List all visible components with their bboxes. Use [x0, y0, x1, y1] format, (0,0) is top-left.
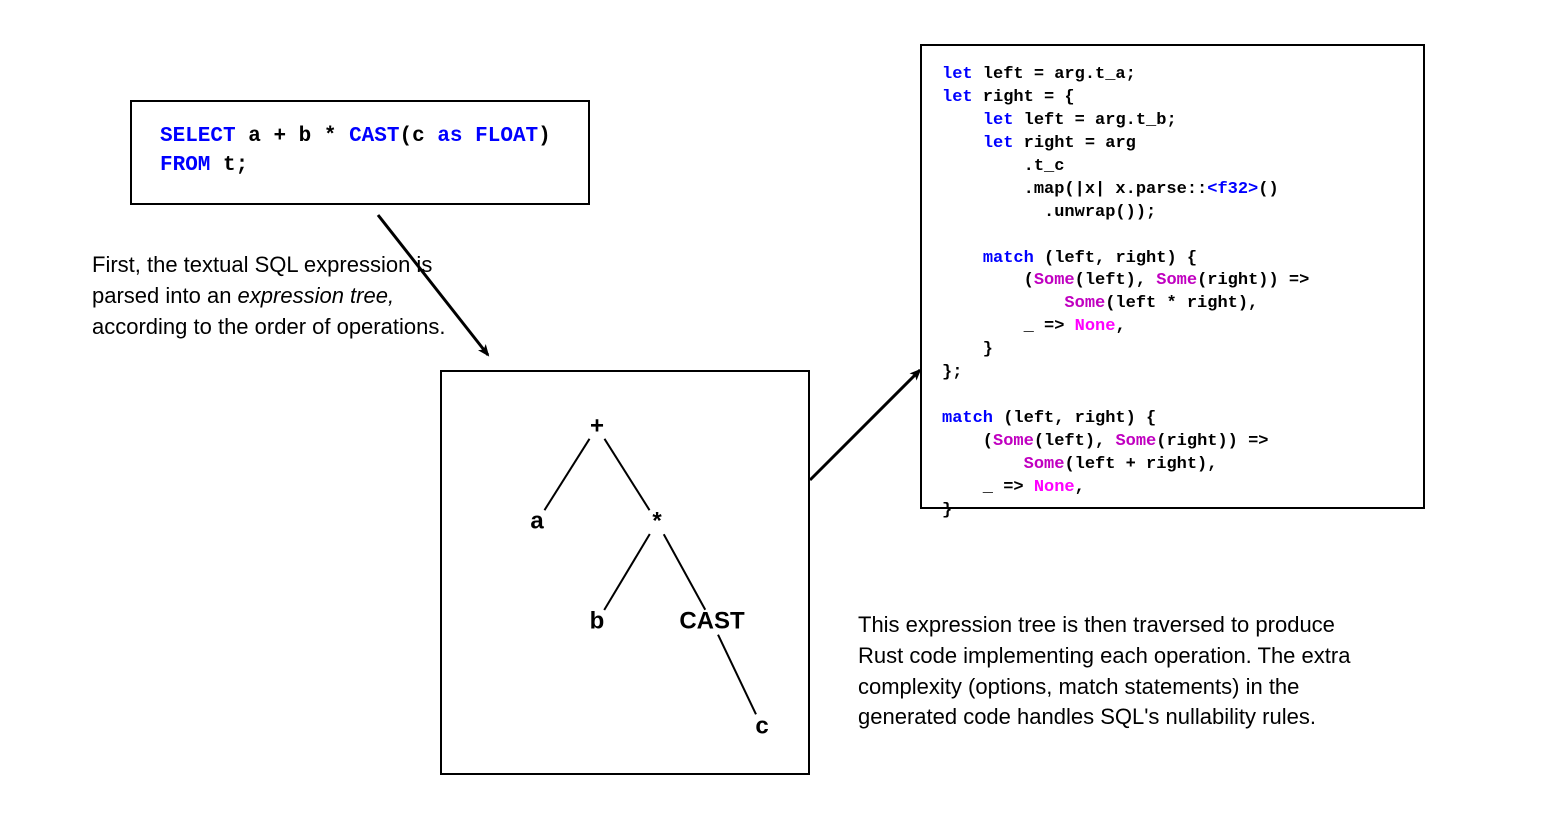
- annotation-parse-step: First, the textual SQL expression ispars…: [92, 250, 512, 342]
- rust-code-box: let left = arg.t_a;let right = { let lef…: [920, 44, 1425, 509]
- svg-text:*: *: [652, 507, 662, 534]
- svg-text:CAST: CAST: [679, 607, 745, 634]
- sql-code-box: SELECT a + b * CAST(c as FLOAT)FROM t;: [130, 100, 590, 205]
- expression-tree-box: + a * b CAST c: [440, 370, 810, 775]
- svg-text:b: b: [590, 607, 605, 634]
- svg-text:c: c: [755, 712, 768, 739]
- svg-text:+: +: [590, 412, 604, 439]
- annotation-codegen-step: This expression tree is then traversed t…: [858, 610, 1458, 733]
- svg-text:a: a: [530, 507, 544, 534]
- expression-tree-svg: + a * b CAST c: [442, 372, 808, 773]
